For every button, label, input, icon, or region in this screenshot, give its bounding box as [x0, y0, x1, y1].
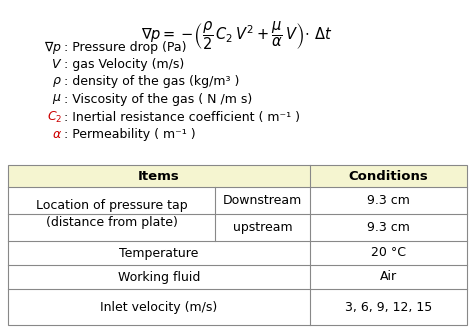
Text: Inlet velocity (m/s): Inlet velocity (m/s) — [100, 300, 218, 314]
Text: $C_2$: $C_2$ — [47, 110, 62, 125]
Text: Items: Items — [138, 169, 180, 183]
Text: : Inertial resistance coefficient ( m⁻¹ ): : Inertial resistance coefficient ( m⁻¹ … — [64, 111, 300, 123]
Text: $\rho$: $\rho$ — [52, 75, 62, 89]
Text: Downstream: Downstream — [223, 194, 302, 207]
Text: : gas Velocity (m/s): : gas Velocity (m/s) — [64, 58, 184, 71]
Text: 9.3 cm: 9.3 cm — [367, 221, 410, 234]
Text: : Permeability ( m⁻¹ ): : Permeability ( m⁻¹ ) — [64, 128, 196, 141]
Bar — [310, 165, 467, 187]
Text: 9.3 cm: 9.3 cm — [367, 194, 410, 207]
Text: $V$: $V$ — [51, 58, 62, 71]
Text: : Viscosity of the gas ( N /m s): : Viscosity of the gas ( N /m s) — [64, 93, 252, 106]
Text: : Pressure drop (Pa): : Pressure drop (Pa) — [64, 40, 187, 54]
Text: Temperature: Temperature — [119, 246, 199, 260]
Text: Conditions: Conditions — [349, 169, 428, 183]
Text: $\mu$: $\mu$ — [52, 92, 62, 107]
Text: Location of pressure tap
(distance from plate): Location of pressure tap (distance from … — [36, 199, 187, 229]
Text: 3, 6, 9, 12, 15: 3, 6, 9, 12, 15 — [345, 300, 432, 314]
Text: $\nabla p$: $\nabla p$ — [44, 38, 62, 56]
Text: Working fluid: Working fluid — [118, 270, 200, 284]
Text: $\alpha$: $\alpha$ — [52, 128, 62, 141]
Bar — [8, 165, 310, 187]
Text: 20 °C: 20 °C — [371, 246, 406, 260]
Text: Air: Air — [380, 270, 397, 284]
Text: : density of the gas (kg/m³ ): : density of the gas (kg/m³ ) — [64, 75, 239, 89]
Text: upstream: upstream — [233, 221, 292, 234]
Text: $\nabla p = -\!\left(\dfrac{\rho}{2}\,C_2\,V^2 + \dfrac{\mu}{\alpha}\,V\right)\!: $\nabla p = -\!\left(\dfrac{\rho}{2}\,C_… — [142, 19, 332, 52]
Bar — [8, 165, 467, 325]
